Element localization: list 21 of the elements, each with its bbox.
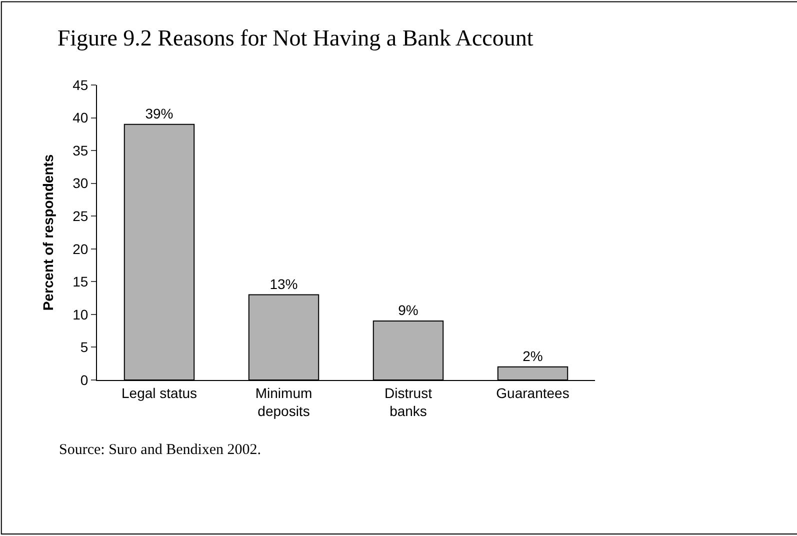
y-tick-label: 40 bbox=[72, 110, 88, 126]
data-label: 9% bbox=[398, 302, 418, 318]
y-tick-label: 20 bbox=[72, 240, 88, 257]
y-tick-label: 45 bbox=[72, 76, 88, 93]
data-label: 13% bbox=[270, 276, 298, 292]
x-tick-label: Distrust banks bbox=[384, 384, 432, 419]
source-note: Source: Suro and Bendixen 2002. bbox=[59, 442, 262, 458]
y-tick-label: 25 bbox=[72, 208, 88, 224]
x-tick-label: Minimum deposits bbox=[255, 384, 312, 419]
data-label: 39% bbox=[145, 105, 174, 122]
y-tick-label: 10 bbox=[72, 306, 88, 322]
y-tick-label: 35 bbox=[72, 142, 88, 158]
y-axis-title: Percent of respondents bbox=[40, 154, 56, 311]
y-tick-label: 15 bbox=[72, 274, 88, 290]
data-label: 2% bbox=[522, 348, 543, 364]
y-tick-label: 30 bbox=[72, 175, 88, 192]
y-tick-label: 0 bbox=[80, 372, 88, 388]
y-tick-label: 5 bbox=[80, 339, 88, 356]
x-tick-label: Guarantees bbox=[496, 384, 570, 401]
chart-title: Figure 9.2 Reasons for Not Having a Bank Account bbox=[57, 26, 534, 51]
x-tick-label: Legal status bbox=[122, 384, 197, 401]
